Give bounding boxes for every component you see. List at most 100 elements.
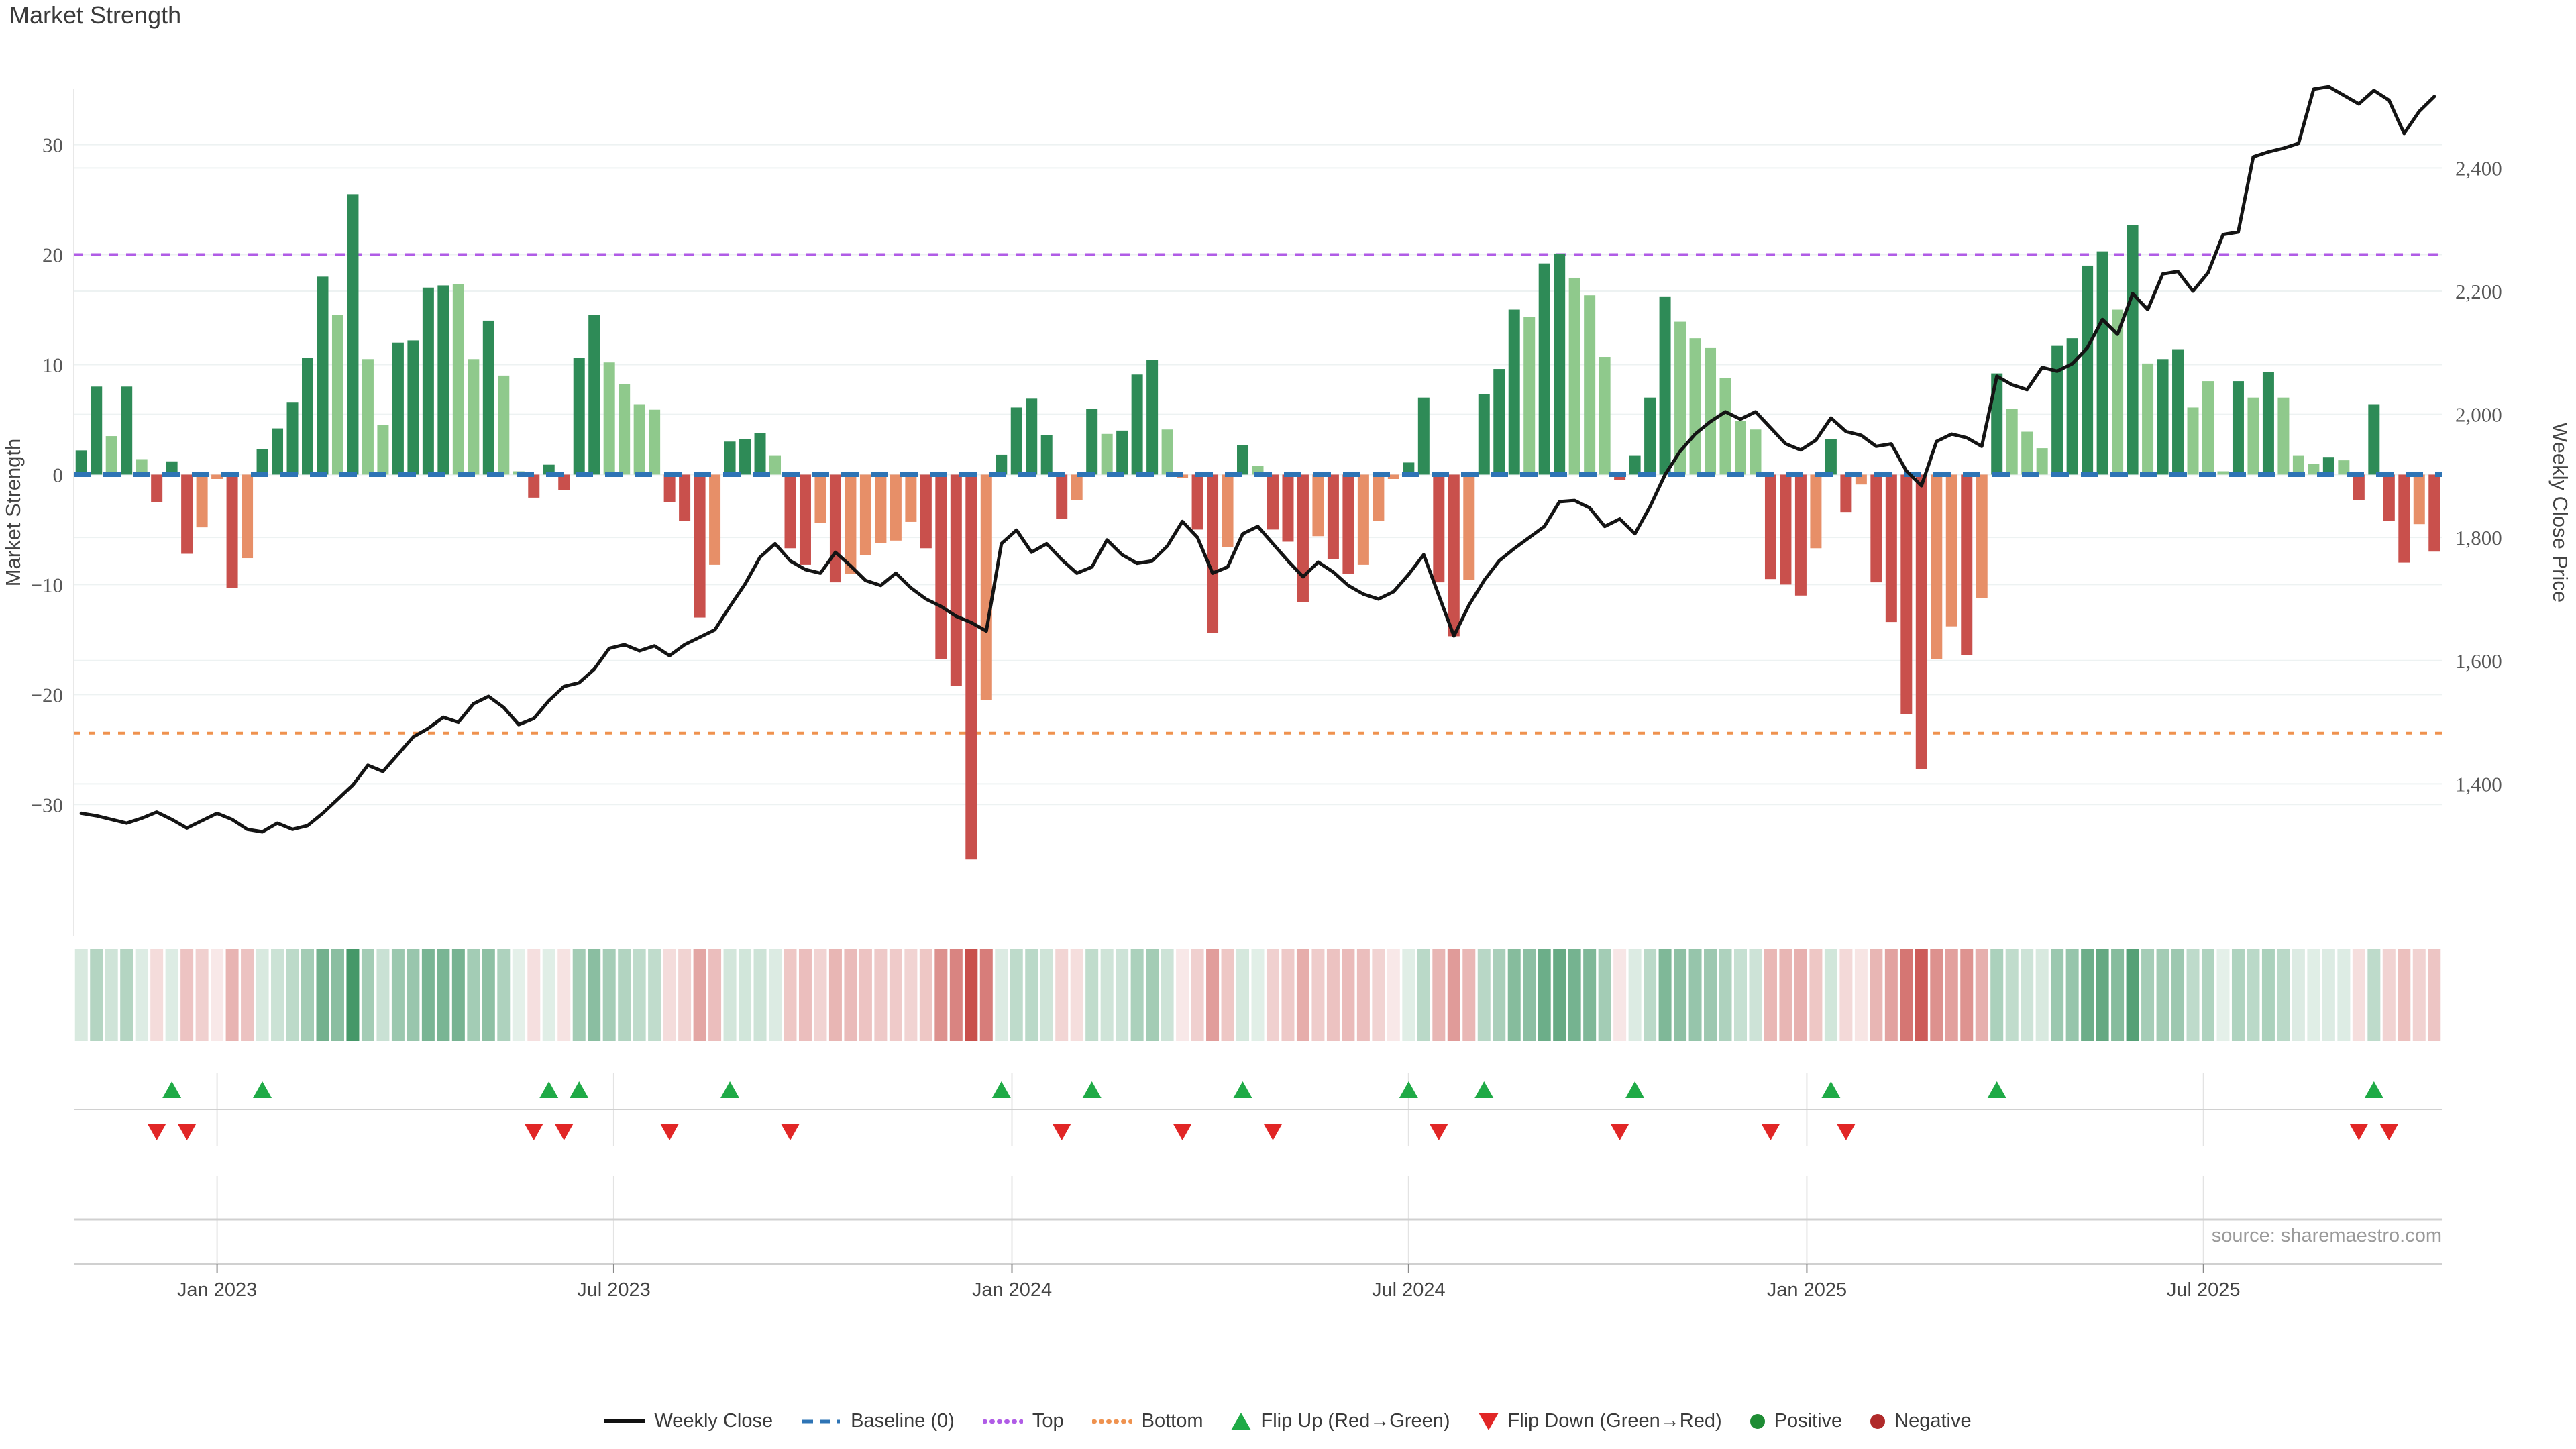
strength-bar xyxy=(1373,474,1385,521)
heatmap-cell xyxy=(2398,949,2411,1041)
strength-bar xyxy=(2187,407,2199,475)
flip-up-icon xyxy=(2364,1081,2383,1098)
heatmap-cell xyxy=(2322,949,2335,1041)
flip-down-icon xyxy=(524,1124,543,1140)
heatmap-cell xyxy=(2126,949,2139,1041)
heatmap-cell xyxy=(1674,949,1687,1041)
strength-bar xyxy=(1342,474,1354,574)
strength-bar xyxy=(558,474,570,490)
heatmap-cell xyxy=(739,949,752,1041)
strength-bar xyxy=(1584,295,1596,475)
heatmap-cell xyxy=(391,949,405,1041)
strength-bar xyxy=(1116,430,1128,475)
strength-bars xyxy=(75,194,2440,860)
heatmap-cell xyxy=(1356,949,1370,1041)
strength-bar xyxy=(2112,309,2124,475)
heatmap-cell xyxy=(1658,949,1672,1041)
strength-bar xyxy=(1764,474,1776,580)
heatmap-cell xyxy=(451,949,465,1041)
heatmap-cell xyxy=(1493,949,1506,1041)
heatmap-cell xyxy=(135,949,148,1041)
heatmap-cell xyxy=(1311,949,1325,1041)
heatmap-cell xyxy=(1854,949,1868,1041)
heatmap-cell xyxy=(1447,949,1460,1041)
heatmap-cell xyxy=(346,949,360,1041)
price-line xyxy=(79,85,2436,834)
heatmap-cell xyxy=(497,949,511,1041)
strength-bar xyxy=(1599,357,1611,475)
heatmap-cell xyxy=(271,949,284,1041)
flip-up-markers xyxy=(162,1081,2383,1098)
heatmap-cell xyxy=(1688,949,1702,1041)
heatmap-cell xyxy=(1538,949,1551,1041)
legend-item-label: Weekly Close xyxy=(654,1410,773,1432)
strength-bar xyxy=(256,449,268,475)
strength-bar xyxy=(1161,429,1173,475)
heatmap-cell xyxy=(2065,949,2079,1041)
strength-bar xyxy=(1056,474,1068,519)
heatmap-cell xyxy=(602,949,616,1041)
heatmap-cell xyxy=(256,949,269,1041)
heatmap-cell xyxy=(1296,949,1309,1041)
heatmap-cell xyxy=(225,949,239,1041)
heatmap-cell xyxy=(1583,949,1597,1041)
legend-item-weekly-close: Weekly Close xyxy=(604,1410,773,1432)
heatmap-cell xyxy=(648,949,661,1041)
strength-bar xyxy=(2308,464,2320,475)
strength-bar xyxy=(1146,360,1159,475)
heatmap-cell xyxy=(949,949,963,1041)
strength-bar xyxy=(1327,474,1339,559)
flip-up-icon xyxy=(162,1081,182,1098)
strength-bar xyxy=(2353,474,2365,500)
strength-bar xyxy=(1794,474,1807,596)
flip-up-icon xyxy=(1082,1081,1102,1098)
legend-item-label: Baseline (0) xyxy=(851,1410,955,1432)
strength-bar xyxy=(1387,474,1399,479)
strength-bar xyxy=(392,342,404,475)
heatmap-cell xyxy=(1477,949,1491,1041)
legend-item-flip-up-red-green-: Flip Up (Red→Green) xyxy=(1231,1410,1450,1432)
strength-bar xyxy=(603,362,615,475)
svg-text:Jan 2024: Jan 2024 xyxy=(972,1279,1052,1301)
strength-bar xyxy=(694,474,706,618)
heatmap-cell xyxy=(723,949,737,1041)
heatmap-cell xyxy=(120,949,133,1041)
svg-text:0: 0 xyxy=(53,463,64,486)
flip-down-icon xyxy=(554,1124,574,1140)
strength-bar xyxy=(2051,345,2063,475)
heatmap-cell xyxy=(1644,949,1657,1041)
heatmap-cell xyxy=(934,949,948,1041)
flip-marker-band xyxy=(74,1073,2442,1146)
strength-bar xyxy=(1644,397,1656,475)
heatmap-cell xyxy=(1507,949,1521,1041)
strength-bar xyxy=(196,474,208,528)
strength-bar xyxy=(498,375,510,475)
heatmap-cell xyxy=(211,949,224,1041)
strength-bar xyxy=(2398,474,2410,563)
flip-down-icon xyxy=(780,1124,800,1140)
strength-bar xyxy=(875,474,887,543)
heatmap-cell xyxy=(1719,949,1732,1041)
strength-bar xyxy=(1417,397,1430,475)
baseline-dash-icon xyxy=(802,1419,841,1423)
strength-bar xyxy=(1040,435,1053,475)
heatmap-cell xyxy=(512,949,525,1041)
heatmap-cell xyxy=(1251,949,1265,1041)
heatmap-cell xyxy=(1568,949,1581,1041)
strength-bar xyxy=(1855,474,1867,485)
legend-item-label: Flip Down (Green→Red) xyxy=(1507,1410,1722,1432)
heatmap-cell xyxy=(1161,949,1174,1041)
strength-bar xyxy=(543,464,555,475)
strength-bar xyxy=(935,474,947,659)
heatmap-cell xyxy=(572,949,586,1041)
strength-bar xyxy=(784,474,796,549)
heatmap-cell xyxy=(919,949,932,1041)
heatmap-cell xyxy=(1900,949,1913,1041)
strength-bar xyxy=(890,474,902,541)
legend-item-flip-down-green-red-: Flip Down (Green→Red) xyxy=(1478,1410,1722,1432)
strength-bar xyxy=(2428,474,2440,552)
svg-text:Jul 2025: Jul 2025 xyxy=(2167,1279,2241,1301)
flip-down-icon xyxy=(1610,1124,1629,1140)
strength-bar xyxy=(136,459,148,475)
